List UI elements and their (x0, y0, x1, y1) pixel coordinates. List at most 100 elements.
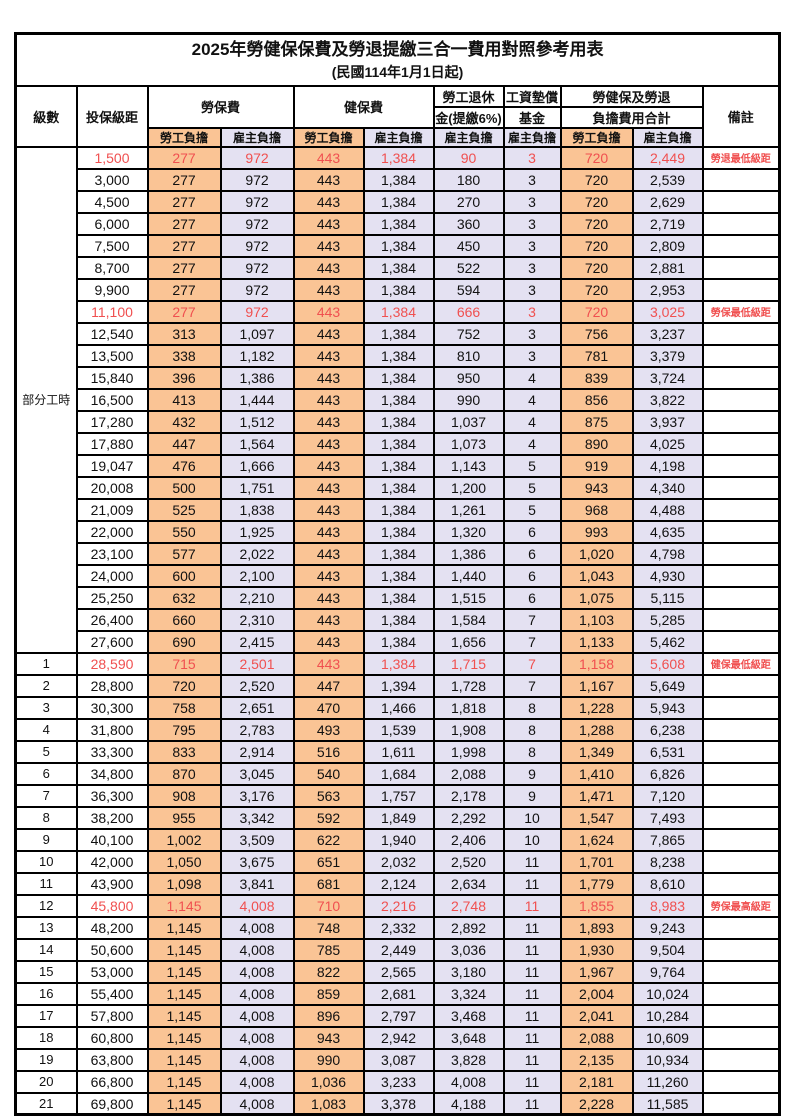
cell-health-employee: 443 (292, 343, 365, 368)
cell-wage-fund-employer: 6 (502, 519, 562, 544)
cell-pension-employer: 1,908 (432, 717, 505, 742)
cell-labor-employer: 4,008 (219, 1025, 295, 1050)
cell-labor-employer: 2,651 (219, 695, 295, 720)
cell-health-employee: 443 (292, 563, 365, 588)
cell-labor-employer: 4,008 (219, 1069, 295, 1094)
cell-total-employee: 2,228 (559, 1091, 634, 1116)
cell-total-employee: 993 (559, 519, 634, 544)
cell-health-employee: 859 (292, 981, 365, 1006)
table-row: 16 55,400 1,145 4,008 859 2,681 3,324 11 2,004 10… (14, 981, 781, 1006)
table-row: 部分工時 1,500 277 972 443 1,384 90 3 720 2,449 勞退最低級距 (14, 145, 781, 654)
cell-total-employee: 1,930 (559, 937, 634, 962)
cell-health-employee: 443 (292, 497, 365, 522)
cell-bracket: 8,700 (75, 255, 149, 280)
cell-health-employee: 443 (292, 541, 365, 566)
cell-remark (701, 871, 781, 896)
cell-wage-fund-employer: 3 (502, 343, 562, 368)
cell-labor-employee: 795 (146, 717, 222, 742)
cell-total-employer: 4,635 (631, 519, 704, 544)
cell-labor-employer: 972 (219, 211, 295, 236)
cell-labor-employee: 1,145 (146, 959, 222, 984)
cell-total-employee: 720 (559, 255, 634, 280)
cell-health-employee: 443 (292, 519, 365, 544)
cell-health-employer: 1,466 (362, 695, 435, 720)
cell-remark (701, 1003, 781, 1028)
cell-wage-fund-employer: 3 (502, 277, 562, 302)
cell-pension-employer: 3,036 (432, 937, 505, 962)
cell-remark (701, 1025, 781, 1050)
col-header-remarks: 備註 (701, 84, 781, 148)
cell-health-employer: 1,384 (362, 189, 435, 214)
cell-total-employer: 7,865 (631, 827, 704, 852)
cell-remark (701, 585, 781, 610)
cell-remark (701, 937, 781, 962)
cell-remark (701, 365, 781, 390)
cell-total-employer: 2,953 (631, 277, 704, 302)
cell-bracket: 13,500 (75, 343, 149, 368)
cell-total-employee: 875 (559, 409, 634, 434)
cell-labor-employee: 313 (146, 321, 222, 346)
cell-labor-employer: 1,666 (219, 453, 295, 478)
cell-remark (701, 233, 781, 258)
cell-wage-fund-employer: 5 (502, 475, 562, 500)
page-subtitle: (民國114年1月1日起) (331, 63, 464, 80)
cell-total-employer: 3,937 (631, 409, 704, 434)
cell-remark (701, 629, 781, 654)
cell-pension-employer: 2,520 (432, 849, 505, 874)
table-row: 15,840 396 1,386 443 1,384 950 4 839 3,724 (16, 365, 781, 390)
cell-remark (701, 497, 781, 522)
table-row: 17,280 432 1,512 443 1,384 1,037 4 875 3,937 (16, 409, 781, 434)
cell-total-employee: 1,103 (559, 607, 634, 632)
cell-labor-employer: 2,501 (219, 651, 295, 676)
cell-bracket: 17,880 (75, 431, 149, 456)
cell-bracket: 42,000 (75, 849, 149, 874)
cell-total-employee: 1,075 (559, 585, 634, 610)
cell-labor-employer: 2,100 (219, 563, 295, 588)
cell-total-employer: 10,609 (631, 1025, 704, 1050)
cell-total-employer: 4,488 (631, 497, 704, 522)
part-time-group-cell: 部分工時 (14, 145, 78, 654)
premium-reference-table: 2025年勞健保保費及勞退提繳三合一費用對照參考用表 (民國114年1月1日起)… (14, 32, 782, 1117)
cell-bracket: 57,800 (75, 1003, 149, 1028)
cell-level: 3 (14, 695, 78, 720)
table-row: 10 42,000 1,050 3,675 651 2,032 2,520 11 1,701 8,… (14, 849, 781, 874)
cell-wage-fund-employer: 11 (502, 1047, 562, 1072)
cell-labor-employee: 476 (146, 453, 222, 478)
cell-bracket: 1,500 (75, 145, 149, 170)
cell-health-employer: 2,124 (362, 871, 435, 896)
cell-bracket: 34,800 (75, 761, 149, 786)
col-header-pension-line1: 勞工退休 (432, 84, 505, 108)
cell-pension-employer: 4,188 (432, 1091, 505, 1116)
col-header-total-line2: 負擔費用合計 (559, 105, 704, 129)
cell-labor-employee: 1,098 (146, 871, 222, 896)
cell-wage-fund-employer: 3 (502, 321, 562, 346)
cell-health-employee: 443 (292, 409, 365, 434)
cell-total-employee: 1,228 (559, 695, 634, 720)
cell-remark (701, 915, 781, 940)
table-row: 17 57,800 1,145 4,008 896 2,797 3,468 11 2,041 10… (14, 1003, 781, 1028)
cell-health-employer: 1,384 (362, 343, 435, 368)
cell-total-employee: 1,893 (559, 915, 634, 940)
cell-labor-employer: 4,008 (219, 959, 295, 984)
cell-health-employer: 1,684 (362, 761, 435, 786)
cell-total-employer: 8,983 (631, 893, 704, 918)
cell-health-employee: 516 (292, 739, 365, 764)
cell-health-employer: 2,681 (362, 981, 435, 1006)
cell-total-employee: 1,020 (559, 541, 634, 566)
table-row: 15 53,000 1,145 4,008 822 2,565 3,180 11 1,967 9,… (14, 959, 781, 984)
cell-bracket: 16,500 (75, 387, 149, 412)
cell-total-employer: 8,610 (631, 871, 704, 896)
subheader-total-employer: 雇主負擔 (631, 126, 704, 148)
cell-total-employee: 720 (559, 211, 634, 236)
cell-health-employee: 443 (292, 607, 365, 632)
cell-level: 5 (14, 739, 78, 764)
subheader-labor-employer: 雇主負擔 (219, 126, 295, 148)
col-header-bracket: 投保級距 (75, 84, 149, 148)
cell-pension-employer: 1,143 (432, 453, 505, 478)
table-row: 21,009 525 1,838 443 1,384 1,261 5 968 4,488 (16, 497, 781, 522)
cell-total-employee: 781 (559, 343, 634, 368)
cell-total-employee: 756 (559, 321, 634, 346)
cell-total-employee: 2,181 (559, 1069, 634, 1094)
cell-total-employer: 10,934 (631, 1047, 704, 1072)
cell-health-employer: 1,384 (362, 409, 435, 434)
